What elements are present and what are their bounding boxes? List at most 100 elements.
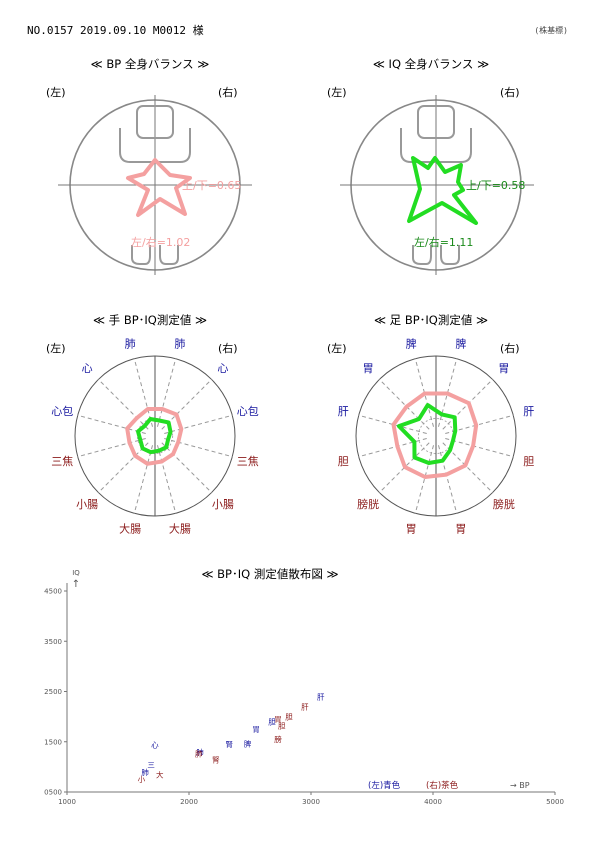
bp-balance-right-label: (右) [218, 86, 238, 99]
foot-radar-axis-label: 胆 [523, 455, 534, 468]
hand-radar-axis-label: 心 [82, 362, 93, 375]
hand-radar-spoke [98, 379, 149, 430]
scatter-x-tick-label: 5000 [546, 798, 564, 806]
scatter-y-label: IQ [72, 569, 80, 577]
scatter-y-tick-label: 3500 [44, 638, 62, 646]
hand-radar-axis-label: 三焦 [51, 455, 73, 468]
iq-ud-label: 上/下=0.58 [466, 179, 525, 192]
hand-radar-axis-label: 三焦 [237, 455, 259, 468]
scatter-point: 胆 [278, 722, 286, 731]
scatter-point: 胆 [285, 713, 293, 722]
hand-radar-spoke [164, 414, 233, 434]
hand-radar-axis-label: 心包 [237, 405, 259, 418]
bp-balance-figure: 上/下=0.65 左/右=1.02 [58, 95, 252, 275]
bp-balance-star [126, 158, 192, 217]
iq-balance-title: ≪ IQ 全身バランス ≫ [372, 57, 490, 71]
foot-radar-axis-label: 肝 [523, 405, 534, 418]
foot-radar-axis-label: 胃 [455, 523, 466, 536]
hand-radar-spoke [133, 358, 153, 427]
foot-radar-spoke [438, 445, 458, 514]
foot-radar-spoke [414, 445, 434, 514]
iq-balance-left-label: (左) [327, 86, 347, 99]
hand-radar-iq-series [136, 417, 173, 455]
foot-radar-title: ≪ 足 BP･IQ測定値 ≫ [373, 313, 489, 327]
scatter-point: 三 [147, 760, 155, 769]
foot-radar-axis-label: 肝 [338, 405, 349, 418]
scatter-y-tick-label: 0500 [44, 789, 62, 797]
record-header: NO.0157 2019.09.10 M0012 様 [27, 24, 204, 37]
scatter-x-tick-label: 1000 [58, 798, 76, 806]
bp-lr-label: 左/右=1.02 [131, 235, 190, 249]
bp-balance-left-label: (左) [46, 86, 66, 99]
bp-legs-shape [131, 245, 179, 265]
scatter-title: ≪ BP･IQ 測定値散布図 ≫ [201, 567, 339, 581]
scatter-point: 心 [151, 740, 159, 749]
hand-left-label: (左) [46, 342, 66, 355]
scatter-point: 脾 [244, 738, 252, 748]
hand-radar-spoke [161, 442, 212, 493]
foot-radar-axis-label: 脾 [406, 336, 417, 350]
scatter-point: 肺 [141, 768, 149, 777]
hand-radar-spoke [157, 445, 177, 514]
hand-radar-inner-ring [136, 417, 174, 455]
scatter-y-arrow: ↑ [72, 579, 80, 590]
hand-radar-spoke [77, 414, 146, 434]
hand-radar-axis-label: 大腸 [169, 522, 191, 536]
foot-radar-axis-label: 膀胱 [493, 497, 515, 511]
hand-radar-spoke [77, 438, 146, 458]
hand-radar-axis-label: 小腸 [212, 498, 234, 511]
scatter-y-tick-label: 2500 [44, 688, 62, 696]
hand-radar-axis-label: 心 [217, 362, 228, 375]
hand-radar-spoke [164, 438, 233, 458]
scatter-point: 胃 [252, 725, 260, 734]
hand-radar-spoke [133, 445, 153, 514]
hand-radar-title: ≪ 手 BP･IQ測定値 ≫ [92, 313, 208, 327]
scatter-y-tick-label: 1500 [44, 738, 62, 746]
scatter-point: 小 [138, 775, 146, 784]
scatter-point: 膀 [274, 734, 282, 744]
foot-radar-axis-label: 胆 [338, 455, 349, 468]
hand-radar-axis-label: 心包 [51, 405, 73, 418]
bp-balance-title: ≪ BP 全身バランス ≫ [90, 57, 210, 71]
iq-balance-star [407, 156, 478, 225]
scatter-point: 肝 [301, 703, 309, 712]
iq-legs-shape [412, 245, 460, 265]
scatter-point: 肝 [317, 693, 325, 702]
foot-radar-spoke [442, 442, 493, 493]
scatter-point: 肺 [196, 748, 204, 757]
foot-radar-spoke [445, 438, 514, 458]
scatter-point: 大 [156, 769, 164, 779]
bp-head-shape [136, 105, 174, 139]
hand-radar-bp-series [125, 407, 184, 466]
scatter-x-tick-label: 3000 [302, 798, 320, 806]
hand-radar-axis-label: 肺 [174, 337, 185, 350]
hand-right-label: (右) [218, 342, 238, 355]
scatter-point: 胆 [268, 718, 276, 727]
foot-radar-axis-label: 胃 [498, 362, 509, 375]
foot-radar-chart: 脾脾胃 胃肝 肝胆 胆膀胱 膀胱胃胃 [338, 336, 534, 535]
hand-radar-axis-label: 小腸 [76, 498, 98, 511]
scatter-point: 肺 [195, 749, 203, 758]
iq-lr-label: 左/右=1.11 [414, 235, 473, 249]
scatter-x-label: → BP [510, 781, 530, 790]
hand-radar-spoke [98, 442, 149, 493]
iq-head-shape [417, 105, 455, 139]
foot-radar-axis-label: 胃 [406, 523, 417, 536]
scatter-point: 腎 [226, 740, 234, 749]
foot-radar-spoke [445, 414, 514, 434]
scatter-point: 胃 [274, 715, 282, 724]
hand-radar-spoke [157, 358, 177, 427]
header-note: (株基標) [534, 26, 568, 35]
foot-radar-axis-label: 膀胱 [357, 497, 379, 511]
scatter-x-tick-label: 2000 [180, 798, 198, 806]
scatter-point: 腎 [212, 755, 220, 764]
foot-radar-iq-series [396, 403, 458, 465]
foot-radar-bp-series [391, 391, 479, 479]
hand-radar-spoke [161, 379, 212, 430]
hand-radar-axis-label: 大腸 [119, 522, 141, 536]
iq-balance-right-label: (右) [500, 86, 520, 99]
scatter-x-tick-label: 4000 [424, 798, 442, 806]
scatter-legend-left: (左)青色 [368, 780, 401, 791]
